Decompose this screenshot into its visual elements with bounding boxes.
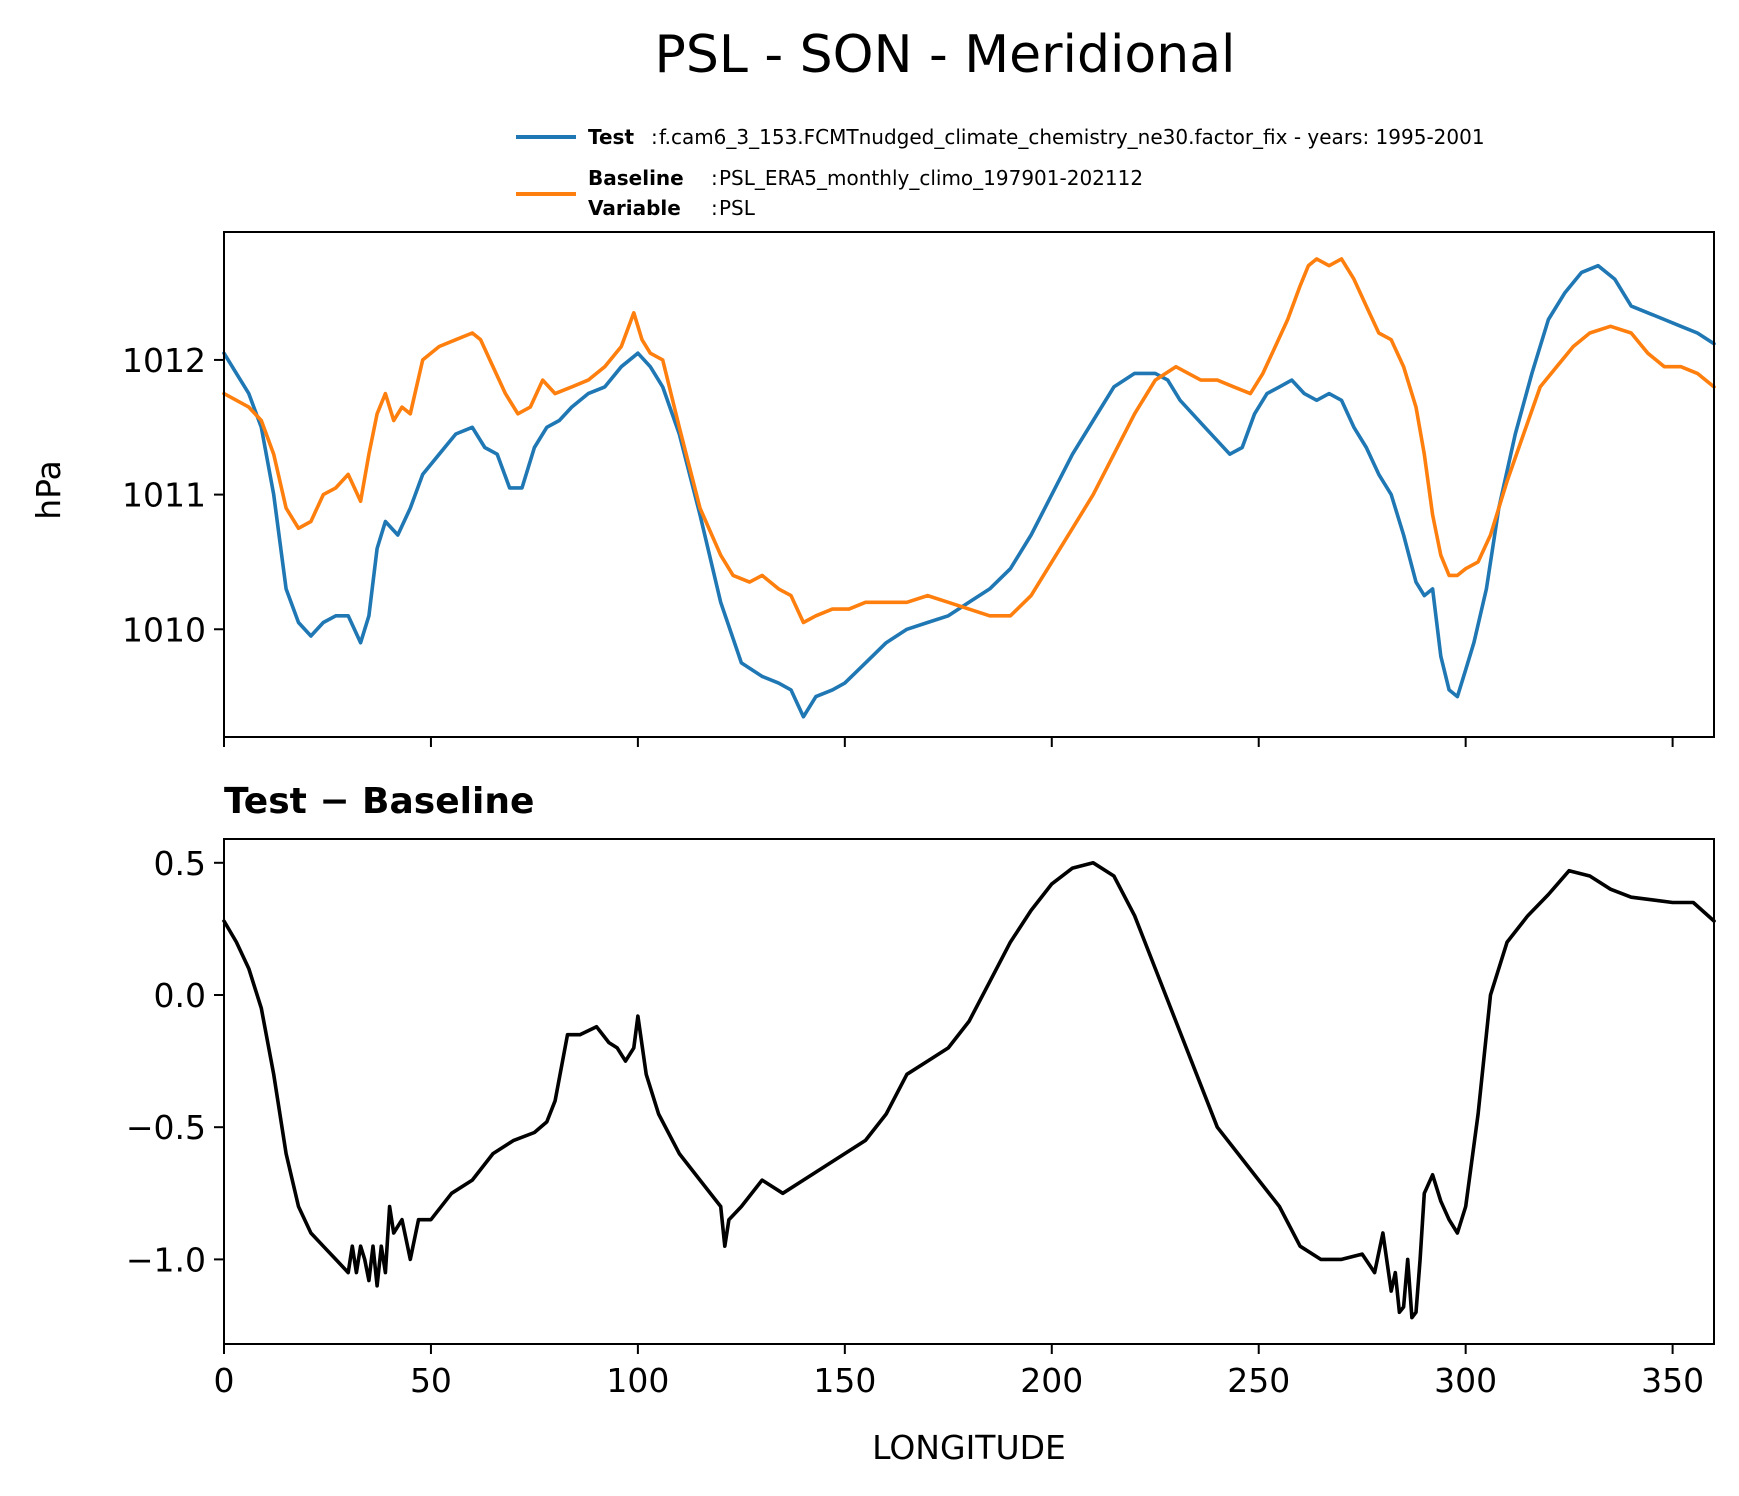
top-ytick-label: 1010 (122, 610, 206, 649)
top-yticks: 1010 1011 1012 (122, 341, 224, 649)
legend-variable-text: PSL (719, 196, 756, 220)
bottom-xtick-label: 200 (1020, 1361, 1083, 1400)
top-ylabel: hPa (29, 460, 68, 520)
bottom-xtick-label: 300 (1434, 1361, 1497, 1400)
legend-sep-baseline: : (711, 166, 718, 190)
bottom-xtick-label: 350 (1641, 1361, 1704, 1400)
top-series-baseline (222, 257, 1716, 625)
figure-title: PSL - SON - Meridional (654, 25, 1235, 85)
bottom-series-test-baseline (222, 861, 1716, 1320)
top-series-test (222, 263, 1716, 719)
top-series-layer (222, 257, 1716, 719)
bottom-panel-title: Test − Baseline (224, 781, 534, 822)
legend-baseline-text: PSL_ERA5_monthly_climo_197901-202112 (719, 166, 1143, 190)
bottom-xtick-label: 50 (410, 1361, 452, 1400)
legend-test-text: f.cam6_3_153.FCMTnudged_climate_chemistr… (659, 125, 1485, 149)
legend-sep-variable: : (711, 196, 718, 220)
top-axes-frame (223, 231, 1715, 738)
legend-sep-test: : (651, 125, 658, 149)
legend-baseline-key: Baseline (588, 166, 684, 190)
bottom-ytick-label: 0.5 (154, 844, 206, 883)
bottom-yticks: −1.0 −0.5 0.0 0.5 (126, 844, 224, 1279)
bottom-axes-frame (223, 838, 1715, 1345)
top-xticks (223, 737, 1674, 747)
legend-variable-key: Variable (588, 196, 681, 220)
bottom-xticks: 0 50 100 150 200 250 300 350 (214, 1344, 1704, 1400)
bottom-xlabel: LONGITUDE (872, 1428, 1066, 1467)
bottom-ytick-label: −1.0 (126, 1240, 206, 1279)
bottom-panel: Test − Baseline 0 50 100 150 200 250 300 350 −1… (126, 781, 1716, 1467)
bottom-ytick-label: −0.5 (126, 1108, 206, 1147)
bottom-series-layer (222, 861, 1716, 1320)
bottom-xtick-label: 0 (214, 1361, 235, 1400)
bottom-xtick-label: 150 (813, 1361, 876, 1400)
bottom-xtick-label: 100 (606, 1361, 669, 1400)
top-ytick-label: 1012 (122, 341, 206, 380)
legend: Test : f.cam6_3_153.FCMTnudged_climate_c… (516, 125, 1485, 220)
legend-test-key: Test (588, 125, 634, 149)
bottom-xtick-label: 250 (1227, 1361, 1290, 1400)
top-panel: 1010 1011 1012 hPa (29, 231, 1716, 747)
bottom-ytick-label: 0.0 (154, 976, 206, 1015)
top-ytick-label: 1011 (122, 476, 206, 515)
